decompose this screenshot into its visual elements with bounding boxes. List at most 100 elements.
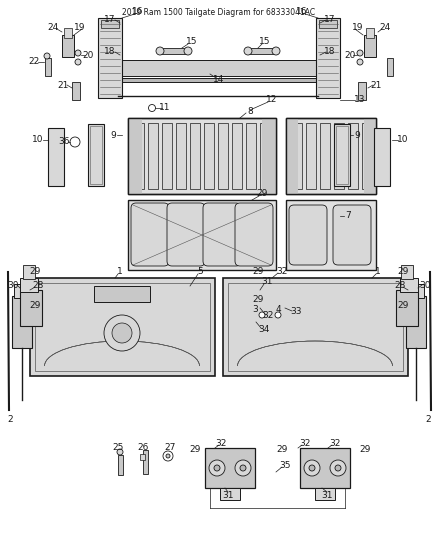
Text: 29: 29 [189,446,201,455]
Bar [320,123,330,189]
Bar [30,278,215,376]
Bar [401,265,413,279]
Bar [248,48,276,54]
Bar [35,283,210,371]
Circle shape [184,47,192,55]
Text: 16: 16 [132,6,144,15]
Bar [205,448,255,488]
Text: 17: 17 [104,15,116,25]
Bar [190,123,200,189]
Bar [94,286,150,302]
Circle shape [330,460,346,476]
Text: 24: 24 [379,22,391,31]
Bar [232,123,242,189]
Bar [334,124,350,186]
Bar [334,123,344,189]
Text: 21: 21 [370,80,381,90]
Bar [128,200,276,270]
Circle shape [75,50,81,56]
Bar [176,123,186,189]
Circle shape [272,47,280,55]
Circle shape [259,312,265,318]
Text: 9: 9 [354,131,360,140]
Bar [118,60,318,76]
Text: 8: 8 [247,108,253,117]
Text: 3: 3 [252,305,258,314]
Text: 4: 4 [275,305,281,314]
Text: 2019 Ram 1500 Tailgate Diagram for 68333041AC: 2019 Ram 1500 Tailgate Diagram for 68333… [123,8,315,17]
Text: 18: 18 [104,47,116,56]
Text: 30: 30 [7,280,19,289]
Text: 36: 36 [58,138,70,147]
Text: 29: 29 [29,266,41,276]
Bar [286,118,376,194]
Circle shape [357,59,363,65]
Bar [262,118,276,194]
Bar [220,488,240,500]
Text: 15: 15 [186,37,198,46]
Text: 1: 1 [117,268,123,277]
Circle shape [235,460,251,476]
Text: 29: 29 [256,190,268,198]
Bar [319,20,337,28]
Bar [316,18,340,98]
Circle shape [117,449,123,455]
Text: 22: 22 [28,58,39,67]
Bar [143,450,148,474]
Circle shape [214,465,220,471]
Text: 33: 33 [290,306,302,316]
Text: 5: 5 [197,268,203,277]
Bar [286,118,298,194]
Bar [134,123,144,189]
Bar [118,455,123,475]
Text: 32: 32 [262,311,274,320]
Circle shape [240,465,246,471]
Circle shape [357,50,363,56]
Text: 15: 15 [259,37,271,46]
Text: 32: 32 [215,439,227,448]
Circle shape [209,460,225,476]
Bar [408,284,424,298]
Circle shape [44,53,50,59]
Text: 20: 20 [82,51,94,60]
Bar [162,123,172,189]
Bar [358,82,366,100]
FancyBboxPatch shape [167,203,205,266]
Text: 29: 29 [359,446,371,455]
Circle shape [166,454,170,458]
Text: 14: 14 [213,76,225,85]
FancyBboxPatch shape [235,203,273,266]
Text: 29: 29 [397,301,409,310]
Bar [396,290,418,326]
Circle shape [148,104,155,111]
Bar [260,123,270,189]
Bar [218,123,228,189]
Bar [364,118,376,194]
Bar [160,48,188,54]
Bar [374,128,390,186]
Text: 29: 29 [252,295,264,304]
Text: 11: 11 [159,103,171,112]
Text: 29: 29 [276,446,288,455]
Text: 29: 29 [252,266,264,276]
Bar [20,278,38,292]
Text: 29: 29 [397,266,409,276]
Text: 9: 9 [110,131,116,140]
Bar [101,20,119,28]
Text: 28: 28 [32,280,44,289]
Bar [406,296,426,348]
Text: 30: 30 [419,280,431,289]
FancyBboxPatch shape [289,205,327,265]
Text: 25: 25 [112,443,124,453]
Bar [118,78,318,82]
Text: 13: 13 [354,95,366,104]
Circle shape [163,451,173,461]
Text: 18: 18 [324,47,336,56]
Circle shape [70,137,80,147]
Text: 1: 1 [375,268,381,277]
FancyBboxPatch shape [333,205,371,265]
Bar [90,126,102,184]
Text: 26: 26 [137,442,148,451]
Text: 28: 28 [394,280,406,289]
Text: 10: 10 [32,135,44,144]
